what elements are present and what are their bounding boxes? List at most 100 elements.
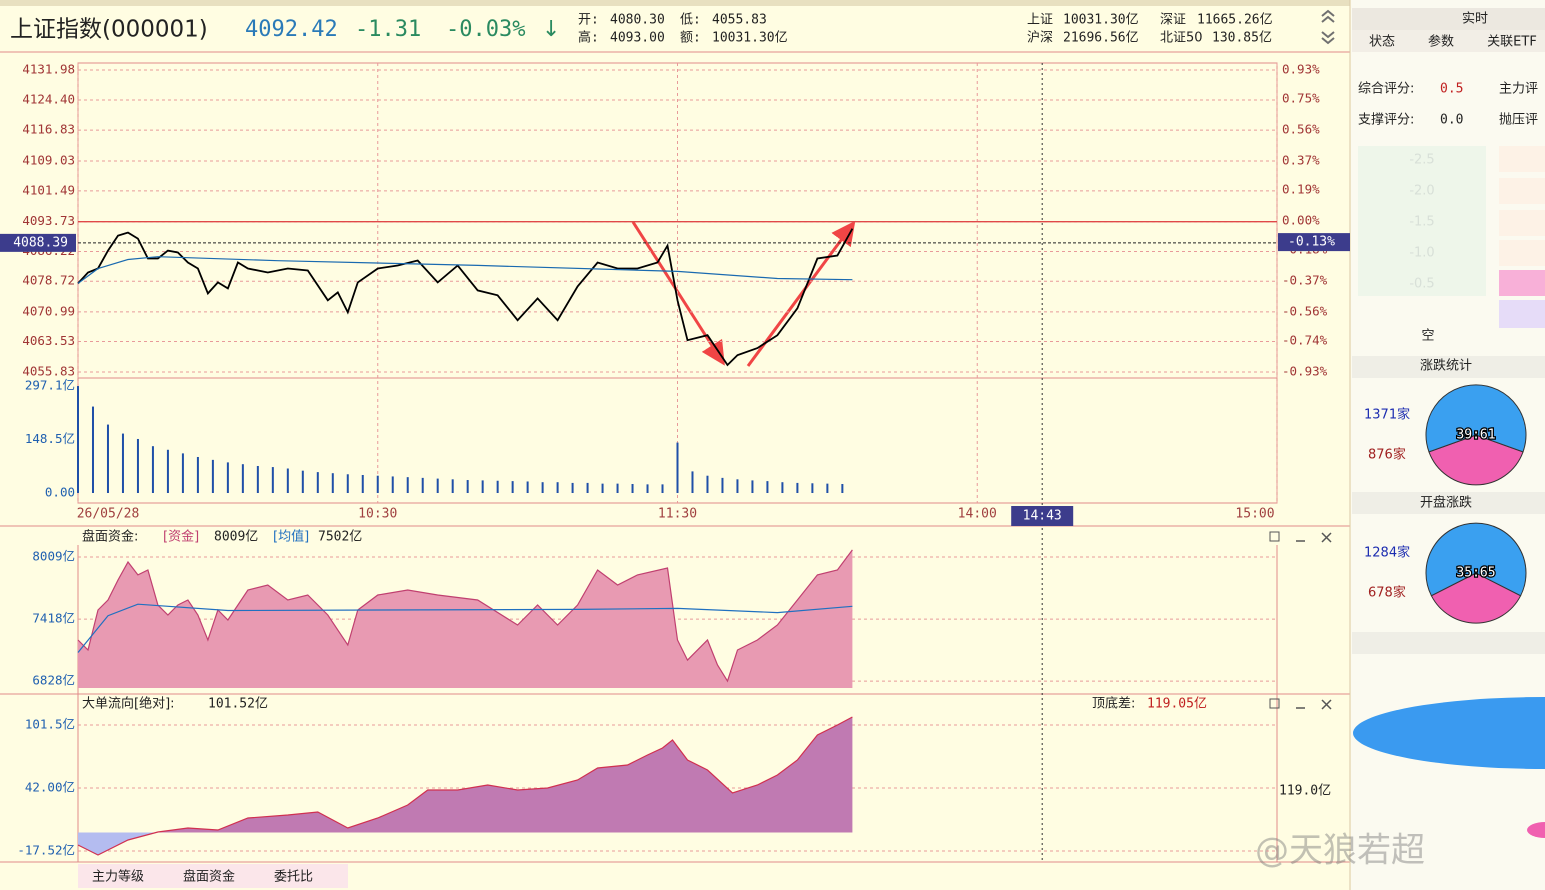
market-label: 上证 (1027, 13, 1053, 28)
side-tab-label[interactable]: 参数 (1428, 34, 1454, 50)
legend-name: [均值] (273, 529, 309, 545)
y-tick-label: 42.00亿 (25, 780, 75, 795)
section-title: 开盘涨跌 (1420, 495, 1472, 511)
y2-tick-label: 0.75% (1282, 91, 1320, 106)
legend-name: [资金] (163, 529, 199, 545)
scale-box (1499, 240, 1545, 266)
score-label: 综合评分: (1358, 82, 1414, 97)
pie-slice (1428, 434, 1524, 486)
volume-bar (256, 465, 259, 493)
panel-icon[interactable] (1321, 532, 1332, 543)
scale-value: -0.5 (1409, 277, 1434, 292)
change: -1.31 (355, 17, 421, 42)
x-tick-label: 11:30 (658, 507, 697, 522)
market-label: 深证 (1160, 13, 1186, 28)
x-tick-label: 26/05/28 (77, 507, 140, 522)
y-tick-label: 0.00 (45, 485, 75, 500)
volume-bar (631, 483, 634, 493)
volume-bar (646, 484, 649, 493)
current-pct-label: -0.13% (1288, 235, 1335, 250)
y2-tick-label: -0.56% (1282, 303, 1328, 318)
y-tick-label: 4131.98 (22, 62, 75, 77)
y-tick-label: 4101.49 (22, 182, 75, 197)
volume-bar (301, 470, 304, 493)
trend-arrow: ↓ (542, 17, 560, 42)
volume-bar (181, 453, 184, 493)
volume-bar (196, 456, 199, 493)
score-value: 0.0 (1440, 113, 1463, 128)
y-tick-label: 4093.73 (22, 213, 75, 228)
side-tab-label[interactable]: 关联ETF (1487, 35, 1537, 50)
volume-bar (151, 446, 154, 493)
bottom-tab[interactable]: 盘面资金 (183, 869, 235, 885)
volume-bar (226, 462, 229, 493)
y2-tick-label: 0.19% (1282, 182, 1320, 197)
scale-box (1499, 146, 1545, 172)
volume-bar (286, 468, 289, 493)
pie-slice (1425, 384, 1527, 453)
volume-bar (211, 459, 214, 493)
series-line (77, 603, 853, 653)
spread-value: 119.05亿 (1147, 697, 1207, 712)
volume-bar (406, 477, 409, 493)
volume-bar (466, 480, 469, 493)
panel-title: 大单流向[绝对]: (82, 696, 175, 712)
panel-icon[interactable] (1321, 699, 1332, 710)
score-label: 支撑评分: (1358, 113, 1414, 128)
gauge-shape (1353, 697, 1545, 769)
y-tick-label: 4124.40 (22, 92, 75, 107)
x-tick-label: 10:30 (358, 507, 397, 522)
scroll-icon[interactable] (1321, 9, 1335, 45)
scale-box (1499, 210, 1545, 236)
scale-box (1499, 300, 1545, 328)
market-value: 10031.30亿 (1063, 13, 1139, 28)
panel-title: 盘面资金: (82, 529, 138, 545)
market-label: 沪深 (1027, 30, 1053, 46)
volume-bar (721, 477, 724, 493)
volume-bar (451, 479, 454, 493)
volume-bar (751, 480, 754, 493)
side-tab-label[interactable]: 实时 (1462, 12, 1488, 27)
volume-bar (421, 477, 424, 493)
toolbar-strip (0, 0, 1350, 6)
y-tick-label: 7418亿 (32, 611, 75, 626)
panel-icon[interactable] (1269, 531, 1280, 542)
y-tick-label: 4055.83 (22, 364, 75, 379)
legend-value: 8009亿 (214, 530, 258, 545)
count-up: 1371家 (1364, 407, 1410, 423)
volume-bar (271, 467, 274, 493)
pie-label: 39:61 (1456, 428, 1495, 443)
side-tab[interactable] (1352, 8, 1545, 30)
area-fill (78, 717, 853, 833)
current-pct-box (1278, 233, 1350, 252)
stat-value: 4055.83 (712, 13, 767, 28)
section-header (1352, 356, 1545, 378)
volume-bar (796, 482, 799, 493)
bottom-tab[interactable]: 委托比 (274, 870, 313, 885)
volume-bar (376, 475, 379, 493)
count-down: 678家 (1368, 585, 1406, 601)
gauge-shape (1527, 822, 1545, 838)
price: 4092.42 (245, 17, 338, 42)
y2-tick-label: 0.00% (1282, 213, 1320, 228)
y-tick-label: 4078.72 (22, 273, 75, 288)
market-value: 11665.26亿 (1197, 13, 1273, 28)
y-tick-label: -17.52亿 (17, 843, 75, 858)
stat-value: 4093.00 (610, 31, 665, 46)
bottom-tabbar[interactable] (78, 864, 348, 888)
panel-icon[interactable] (1269, 698, 1280, 709)
side-tab-label[interactable]: 状态 (1369, 35, 1395, 50)
y2-tick-label: -0.93% (1282, 364, 1328, 379)
panel-value: 101.52亿 (208, 697, 268, 712)
series-line (77, 716, 853, 856)
scale-value: -2.0 (1409, 184, 1434, 199)
side-tabs[interactable] (1352, 30, 1545, 52)
current-price-box (0, 233, 76, 252)
volume-bar (616, 483, 619, 493)
bottom-tab[interactable]: 主力等级 (92, 869, 144, 885)
stat-label: 低: (680, 13, 701, 28)
count-up: 1284家 (1364, 545, 1410, 561)
scale-box (1499, 270, 1545, 296)
cursor-box (1011, 506, 1074, 526)
